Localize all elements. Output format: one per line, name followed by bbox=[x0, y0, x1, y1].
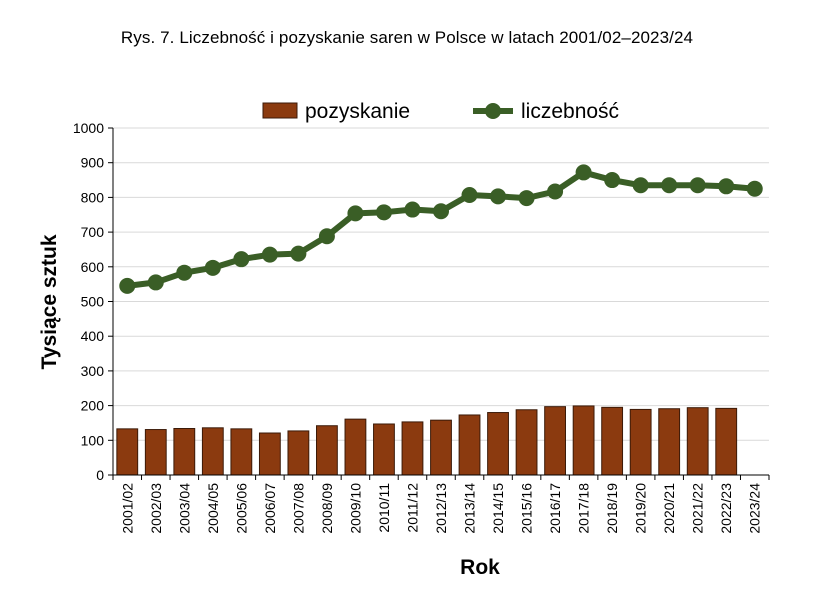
point-liczebnosc bbox=[318, 228, 335, 245]
x-tick-label: 2007/08 bbox=[290, 483, 306, 534]
y-tick-label: 1000 bbox=[73, 120, 104, 136]
point-liczebnosc bbox=[433, 203, 449, 220]
y-tick-label: 300 bbox=[81, 363, 105, 379]
point-liczebnosc bbox=[119, 277, 136, 294]
point-liczebnosc bbox=[375, 204, 392, 221]
x-tick-label: 2016/17 bbox=[547, 483, 563, 534]
x-tick-label: 2008/09 bbox=[319, 483, 335, 534]
y-tick-label: 900 bbox=[81, 155, 105, 171]
x-tick-label: 2003/04 bbox=[176, 483, 192, 534]
x-axis-title: Rok bbox=[460, 556, 500, 579]
y-tick-label: 500 bbox=[81, 294, 105, 310]
bar-pozyskanie bbox=[686, 407, 709, 476]
bar-pozyskanie bbox=[373, 423, 395, 476]
x-tick-label: 2022/23 bbox=[718, 483, 734, 534]
x-tick-labels: 2001/02 2002/03 2003/04 2004/05 2005/06 2006/… bbox=[119, 483, 762, 534]
bar-pozyskanie bbox=[658, 408, 681, 476]
point-liczebnosc bbox=[176, 264, 193, 281]
x-tick-label: 2015/16 bbox=[519, 483, 535, 534]
point-liczebnosc bbox=[718, 178, 735, 195]
bar-pozyskanie bbox=[316, 425, 338, 476]
legend-label-pozyskanie: pozyskanie bbox=[305, 100, 410, 123]
point-liczebnosc bbox=[204, 259, 221, 276]
bar-pozyskanie bbox=[116, 428, 139, 476]
y-tick-label: 200 bbox=[81, 398, 105, 414]
x-tick-label: 2020/21 bbox=[661, 483, 677, 534]
point-liczebnosc bbox=[461, 186, 478, 203]
bar-pozyskanie bbox=[544, 406, 566, 476]
line-liczebnosc bbox=[126, 169, 755, 289]
y-tick-label: 0 bbox=[96, 467, 104, 483]
bar-pozyskanie bbox=[715, 407, 738, 476]
y-tick-label: 100 bbox=[81, 432, 105, 448]
bar-pozyskanie bbox=[487, 412, 509, 476]
chart-title: Rys. 7. Liczebność i pozyskanie saren w … bbox=[120, 28, 694, 47]
point-liczebnosc bbox=[290, 245, 307, 262]
y-tick-label: 800 bbox=[81, 189, 105, 205]
x-tick-label: 2013/14 bbox=[462, 483, 478, 534]
bar-pozyskanie bbox=[401, 421, 424, 476]
x-tick-label: 2012/13 bbox=[433, 483, 449, 534]
x-tick-label: 2005/06 bbox=[233, 483, 249, 534]
bar-pozyskanie bbox=[458, 414, 481, 476]
line-series bbox=[119, 164, 763, 294]
y-tick-label: 400 bbox=[81, 328, 105, 344]
bar-pozyskanie bbox=[572, 405, 595, 476]
point-liczebnosc bbox=[575, 164, 592, 181]
x-tick-label: 2018/19 bbox=[604, 483, 620, 534]
bar-pozyskanie bbox=[629, 408, 652, 476]
bar-pozyskanie bbox=[173, 428, 196, 476]
bar-pozyskanie bbox=[515, 409, 538, 476]
x-tick-label: 2014/15 bbox=[490, 483, 506, 534]
point-liczebnosc bbox=[604, 172, 621, 189]
bar-pozyskanie bbox=[144, 429, 167, 476]
y-tick-label: 600 bbox=[81, 259, 105, 275]
x-tick-label: 2010/11 bbox=[376, 483, 392, 533]
y-tick-labels: 0 100 200 300 400 500 600 700 800 900 1000 bbox=[73, 120, 104, 483]
bar-pozyskanie bbox=[430, 419, 452, 476]
x-tick-label: 2004/05 bbox=[205, 483, 221, 534]
x-tick-label: 2011/12 bbox=[404, 483, 420, 533]
point-liczebnosc bbox=[347, 205, 364, 222]
y-tick-label: 700 bbox=[81, 224, 105, 240]
y-axis-title: Tysiące sztuk bbox=[38, 234, 61, 369]
bar-pozyskanie bbox=[230, 428, 253, 476]
point-liczebnosc bbox=[261, 246, 278, 263]
bar-pozyskanie bbox=[601, 406, 624, 476]
point-liczebnosc bbox=[233, 251, 250, 268]
bar-pozyskanie bbox=[344, 418, 367, 476]
point-liczebnosc bbox=[632, 177, 649, 194]
grid-lines bbox=[113, 127, 769, 441]
legend-swatch-pozyskanie bbox=[262, 102, 298, 119]
x-tick-label: 2019/20 bbox=[633, 483, 649, 534]
x-tick-label: 2001/02 bbox=[119, 483, 135, 534]
point-liczebnosc bbox=[404, 201, 421, 218]
point-liczebnosc bbox=[661, 177, 678, 194]
point-liczebnosc bbox=[147, 274, 164, 291]
x-tick-label: 2006/07 bbox=[262, 483, 278, 534]
legend-swatch-liczebnosc-marker bbox=[485, 103, 501, 119]
x-tick-label: 2023/24 bbox=[747, 483, 763, 534]
point-liczebnosc bbox=[490, 188, 507, 205]
x-tick-label: 2002/03 bbox=[148, 483, 164, 534]
x-tick-label: 2017/18 bbox=[576, 483, 592, 534]
axes bbox=[108, 127, 770, 480]
bar-pozyskanie bbox=[287, 430, 310, 476]
x-tick-label: 2021/22 bbox=[690, 483, 706, 534]
point-liczebnosc bbox=[689, 177, 706, 194]
bar-pozyskanie bbox=[258, 432, 281, 476]
point-liczebnosc bbox=[547, 183, 564, 200]
point-liczebnosc bbox=[746, 180, 763, 197]
point-liczebnosc bbox=[518, 190, 535, 207]
bar-pozyskanie bbox=[201, 427, 224, 476]
x-tick-label: 2009/10 bbox=[347, 483, 363, 534]
legend-label-liczebnosc: liczebność bbox=[521, 100, 619, 123]
legend: pozyskanie liczebność bbox=[262, 100, 619, 123]
